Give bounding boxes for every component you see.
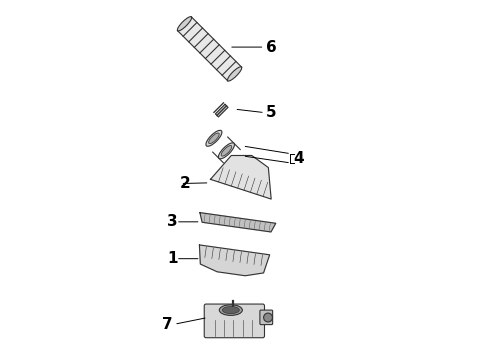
Text: 3: 3 <box>167 214 178 229</box>
Text: 7: 7 <box>162 317 172 332</box>
Text: 5: 5 <box>266 105 277 120</box>
Ellipse shape <box>177 17 192 31</box>
Polygon shape <box>199 245 270 276</box>
Text: 2: 2 <box>179 176 190 191</box>
Text: 4: 4 <box>293 151 303 166</box>
Ellipse shape <box>209 133 219 144</box>
Polygon shape <box>216 104 228 117</box>
Ellipse shape <box>227 67 242 81</box>
FancyBboxPatch shape <box>260 310 272 325</box>
Ellipse shape <box>221 145 232 156</box>
Ellipse shape <box>206 130 222 146</box>
Ellipse shape <box>222 306 239 314</box>
Polygon shape <box>200 213 276 232</box>
Ellipse shape <box>264 313 272 322</box>
FancyBboxPatch shape <box>204 304 265 338</box>
Polygon shape <box>177 17 242 81</box>
Polygon shape <box>211 156 271 199</box>
Text: 6: 6 <box>266 40 277 55</box>
Ellipse shape <box>220 305 243 315</box>
Text: 1: 1 <box>167 251 177 266</box>
Ellipse shape <box>219 143 234 159</box>
